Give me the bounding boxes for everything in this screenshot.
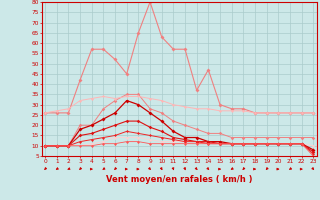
- X-axis label: Vent moyen/en rafales ( km/h ): Vent moyen/en rafales ( km/h ): [106, 175, 252, 184]
